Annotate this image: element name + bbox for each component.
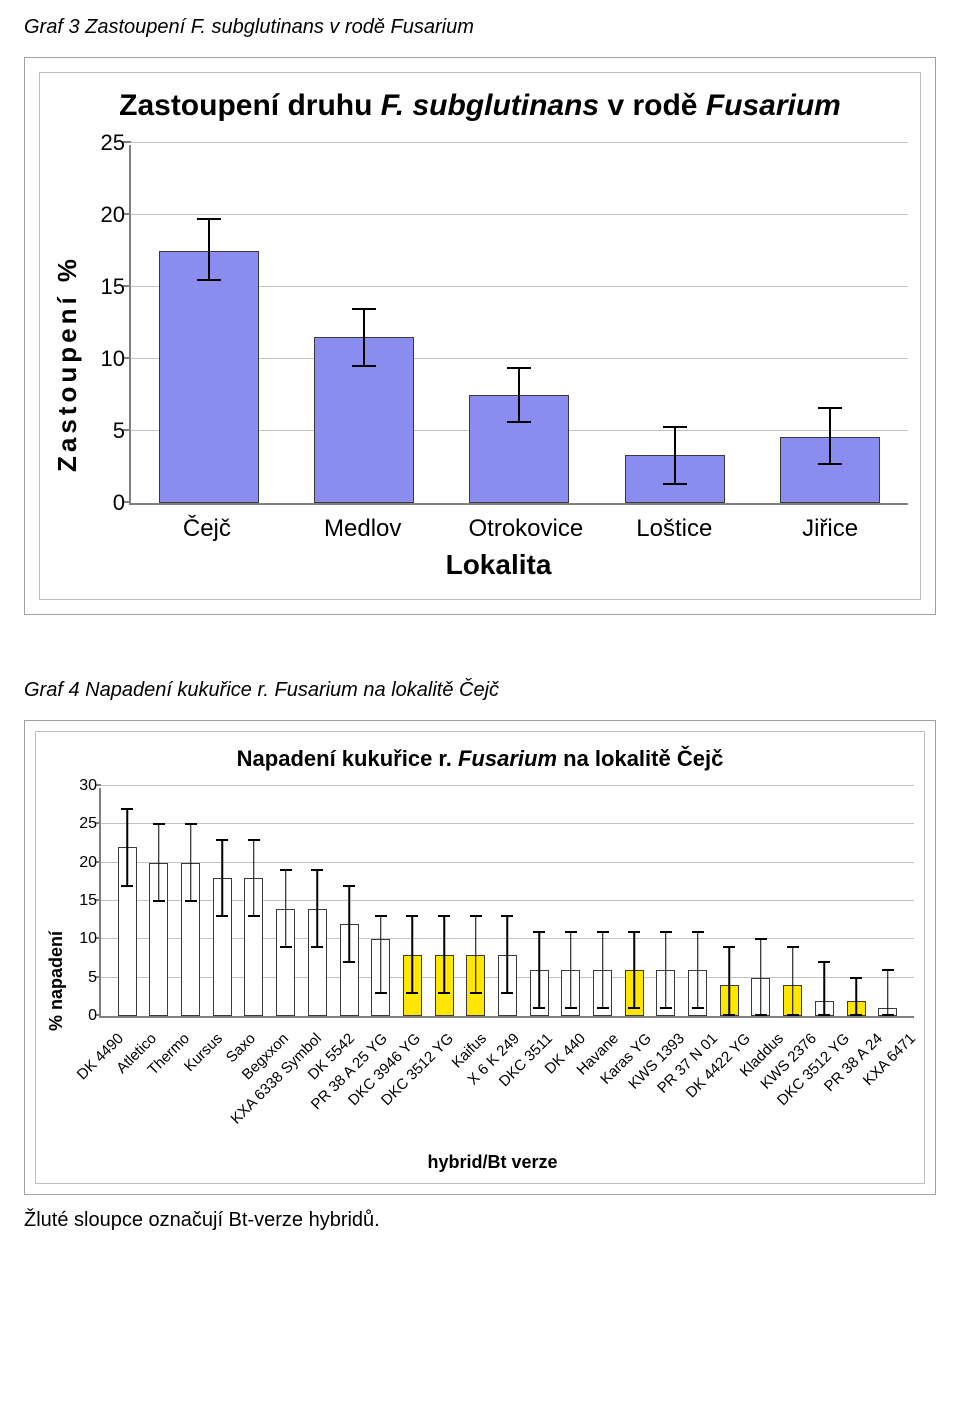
x-category-label: Otrokovice — [468, 515, 568, 543]
chart-2-box: Napadení kukuřice r. Fusarium na lokalit… — [24, 720, 936, 1195]
y-tick-label: 10 — [73, 930, 97, 948]
chart-1-ylabel: Zastoupení % — [52, 145, 83, 581]
caption-graf-3: Graf 3 Zastoupení F. subglutinans v rodě… — [24, 16, 936, 39]
chart-2-title-post: na lokalitě Čejč — [557, 746, 723, 771]
x-category-label: Loštice — [624, 515, 724, 543]
chart-2-title-pre: Napadení kukuřice r. — [237, 746, 458, 771]
chart-1-title-post: v rodě — [599, 89, 706, 122]
y-tick-label: 0 — [91, 490, 125, 516]
caption-graf-4: Graf 4 Napadení kukuřice r. Fusarium na … — [24, 679, 936, 702]
chart-1-xaxis: Čejč Medlov Otrokovice Loštice Jiřice — [129, 515, 908, 543]
x-category-label: Čejč — [157, 515, 257, 543]
chart-1-xlabel: Lokalita — [89, 549, 908, 581]
chart-2-xaxis: DK 4490AtleticoThermoKursusSaxoBegxxonKX… — [99, 1022, 914, 1152]
chart-1-box: Zastoupení druhu F. subglutinans v rodě … — [24, 57, 936, 615]
y-tick-label: 25 — [73, 815, 97, 833]
y-tick-label: 0 — [73, 1007, 97, 1025]
x-category-label: Medlov — [313, 515, 413, 543]
chart-1-title-pre: Zastoupení druhu — [119, 89, 381, 122]
chart-2-title: Napadení kukuřice r. Fusarium na lokalit… — [46, 746, 914, 772]
chart-2-ylabel: % napadení — [46, 788, 67, 1173]
x-category-label: Jiřice — [780, 515, 880, 543]
y-tick-label: 15 — [73, 892, 97, 910]
bar — [159, 251, 259, 503]
y-tick-label: 30 — [73, 777, 97, 795]
y-tick-label: 25 — [91, 130, 125, 156]
y-tick-label: 5 — [91, 418, 125, 444]
y-tick-label: 10 — [91, 346, 125, 372]
y-tick-label: 5 — [73, 969, 97, 987]
y-tick-label: 20 — [73, 854, 97, 872]
chart-1-plot: 0510152025 — [129, 145, 908, 505]
y-tick-label: 20 — [91, 202, 125, 228]
chart-2-plot: 051015202530 — [99, 788, 914, 1018]
chart-1-title-it: F. subglutinans — [381, 89, 599, 122]
chart-2-title-it: Fusarium — [458, 746, 557, 771]
y-tick-label: 15 — [91, 274, 125, 300]
chart-1-title: Zastoupení druhu F. subglutinans v rodě … — [52, 89, 908, 123]
chart-1-title-it2: Fusarium — [706, 89, 841, 122]
bottom-note: Žluté sloupce označují Bt-verze hybridů. — [24, 1209, 936, 1232]
